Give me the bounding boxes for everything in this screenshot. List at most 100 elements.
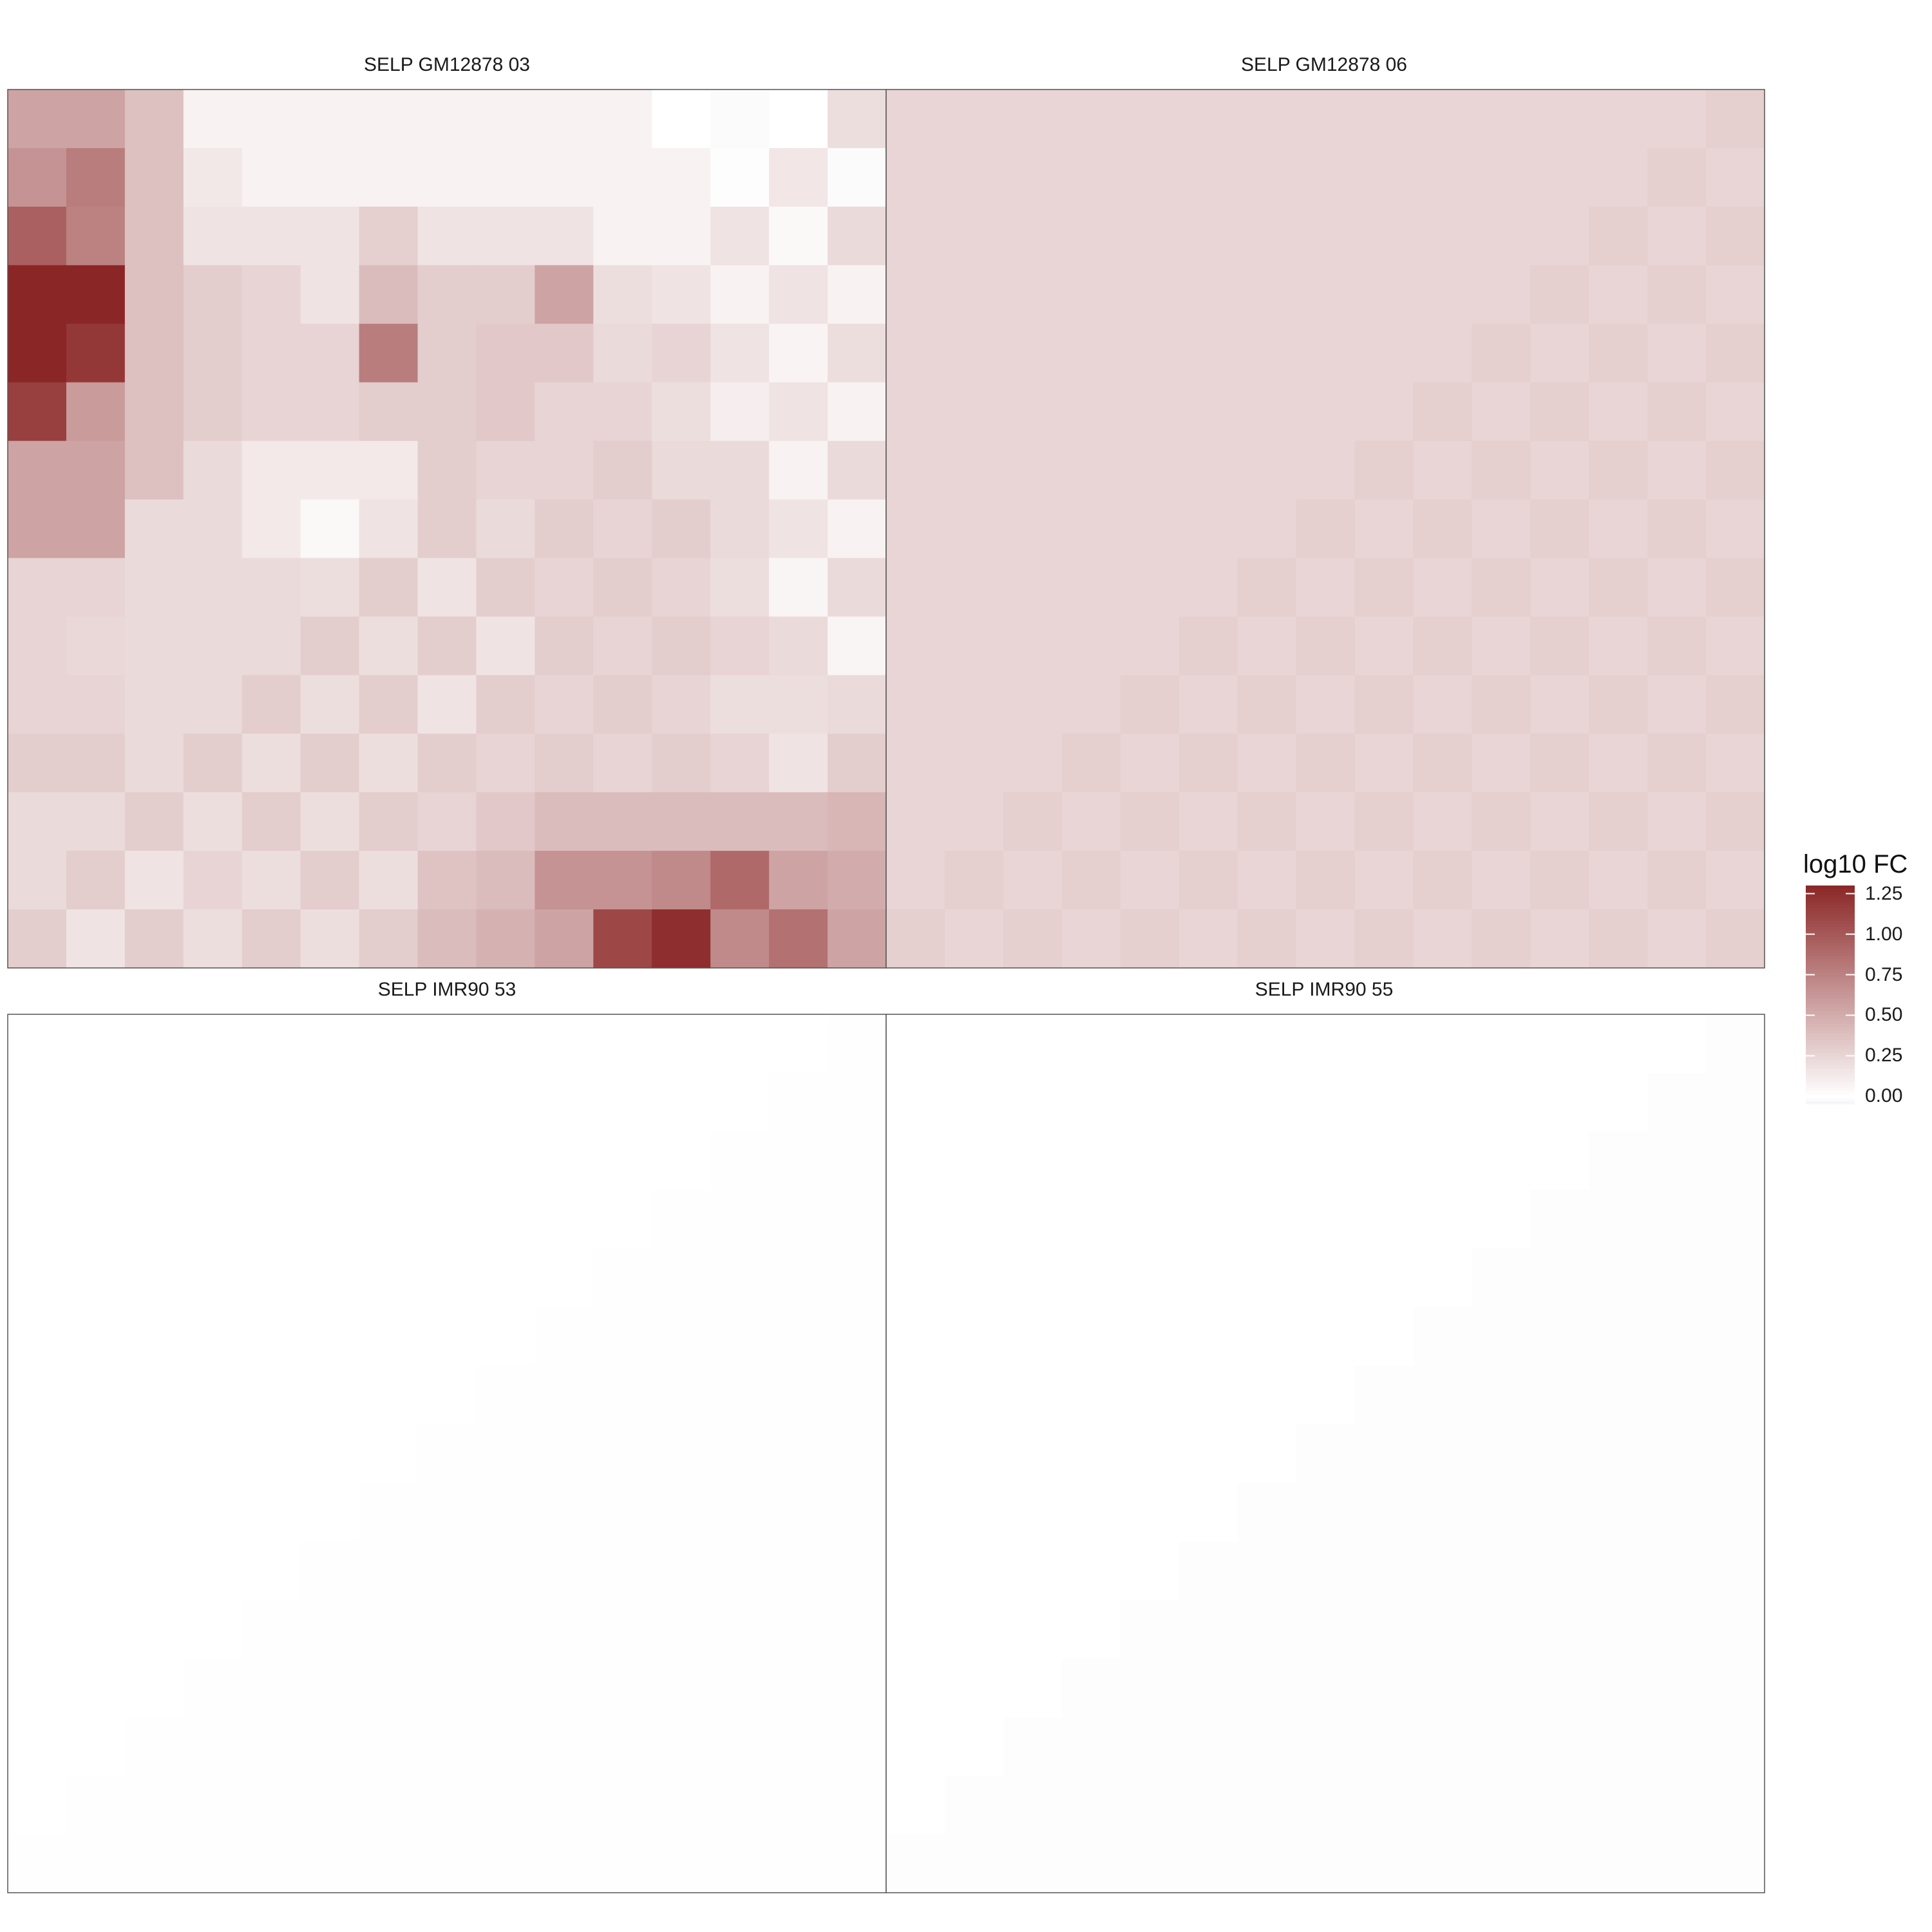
legend-color-step: [1806, 1001, 1855, 1005]
heatmap-cell: [183, 1658, 243, 1718]
heatmap-cell: [66, 616, 126, 676]
heatmap-cell: [535, 1189, 594, 1249]
heatmap-cell: [1179, 1482, 1238, 1542]
heatmap-cell: [242, 1541, 301, 1600]
heatmap-cell: [1179, 440, 1238, 500]
heatmap-cell: [476, 1424, 535, 1484]
heatmap-cell: [710, 147, 770, 207]
heatmap-cell: [1003, 1424, 1063, 1484]
heatmap-cell: [652, 1131, 711, 1191]
heatmap-cell: [183, 851, 243, 910]
legend-color-step: [1806, 995, 1855, 999]
heatmap-cell: [359, 1307, 419, 1367]
heatmap-cell: [476, 1365, 535, 1425]
heatmap-cell: [769, 1658, 828, 1718]
heatmap-cell: [1706, 1072, 1765, 1132]
heatmap-cell: [1354, 1365, 1414, 1425]
heatmap-cell: [124, 909, 184, 969]
heatmap-cell: [1706, 147, 1765, 207]
heatmap-cell: [593, 382, 652, 442]
heatmap-cell: [1647, 1600, 1707, 1659]
heatmap-cell: [476, 1014, 535, 1074]
heatmap-cell: [242, 1131, 301, 1191]
heatmap-cell: [300, 792, 360, 851]
heatmap-cell: [1647, 1072, 1707, 1132]
heatmap-cell: [66, 1248, 126, 1308]
heatmap-cell: [359, 1189, 419, 1249]
heatmap-cell: [1003, 147, 1063, 207]
heatmap-cell: [1237, 851, 1297, 910]
heatmap-cell: [769, 1424, 828, 1484]
heatmap-cell: [1179, 675, 1238, 734]
heatmap-cell: [769, 1834, 828, 1893]
heatmap-cell: [1003, 1365, 1063, 1425]
heatmap-cell: [769, 1776, 828, 1835]
heatmap-cell: [828, 265, 887, 325]
heatmap-cell: [300, 675, 360, 734]
heatmap-cell: [652, 90, 711, 149]
heatmap-cell: [66, 1189, 126, 1249]
heatmap-cell: [124, 1189, 184, 1249]
heatmap-cell: [476, 558, 535, 617]
heatmap-cell: [183, 558, 243, 617]
heatmap-cell: [417, 909, 477, 969]
heatmap-cell: [300, 851, 360, 910]
heatmap-cell: [593, 1307, 652, 1367]
heatmap-cell: [1530, 1717, 1589, 1776]
heatmap-cell: [1179, 734, 1238, 793]
legend-color-step: [1806, 1063, 1855, 1066]
heatmap-cell: [1706, 499, 1765, 559]
heatmap-cell: [593, 1248, 652, 1308]
heatmap-cell: [8, 1014, 67, 1074]
heatmap-cell: [1706, 1307, 1765, 1367]
heatmap-cell: [8, 616, 67, 676]
heatmap-cell: [417, 1482, 477, 1542]
heatmap-cell: [593, 558, 652, 617]
heatmap-cell: [1003, 1072, 1063, 1132]
heatmap-cell: [1296, 675, 1356, 734]
heatmap-cell: [66, 1365, 126, 1425]
heatmap-cell: [300, 1248, 360, 1308]
heatmap-cell: [710, 1776, 770, 1835]
heatmap-cell: [769, 147, 828, 207]
heatmap-cell: [1472, 675, 1531, 734]
heatmap-cell: [1061, 675, 1121, 734]
heatmap-cell: [1120, 499, 1180, 559]
heatmap-cell: [1237, 1307, 1297, 1367]
heatmap-cell: [944, 1131, 1004, 1191]
heatmap-cell: [300, 1717, 360, 1776]
heatmap-cell: [417, 1072, 477, 1132]
heatmap-cell: [417, 1541, 477, 1600]
heatmap-cell: [1237, 265, 1297, 325]
heatmap-cell: [476, 1072, 535, 1132]
heatmap-cell: [652, 1014, 711, 1074]
heatmap-cell: [183, 1014, 243, 1074]
heatmap-cell: [1413, 675, 1472, 734]
legend-color-step: [1806, 979, 1855, 983]
heatmap-cell: [124, 265, 184, 325]
legend-color-step: [1806, 1050, 1855, 1054]
heatmap-cell: [1354, 616, 1414, 676]
heatmap-cell: [242, 1658, 301, 1718]
heatmap-cell: [1706, 440, 1765, 500]
heatmap-cell: [124, 206, 184, 266]
heatmap-cell: [183, 1776, 243, 1835]
heatmap-cell: [828, 792, 887, 851]
heatmap-cell: [183, 382, 243, 442]
heatmap-cell: [944, 734, 1004, 793]
heatmap-cell: [124, 1072, 184, 1132]
legend-color-step: [1806, 1101, 1855, 1104]
heatmap-cell: [1296, 1600, 1356, 1659]
heatmap-cell: [359, 1131, 419, 1191]
heatmap-cell: [1589, 1717, 1648, 1776]
heatmap-cell: [66, 675, 126, 734]
heatmap-cell: [8, 206, 67, 266]
heatmap-cell: [242, 734, 301, 793]
heatmap-cell: [1179, 90, 1238, 149]
heatmap-cell: [1706, 1482, 1765, 1542]
heatmap-cell: [417, 1248, 477, 1308]
heatmap-cell: [944, 1189, 1004, 1249]
heatmap-cell: [1061, 1658, 1121, 1718]
heatmap-cell: [1472, 1131, 1531, 1191]
heatmap-cell: [476, 206, 535, 266]
